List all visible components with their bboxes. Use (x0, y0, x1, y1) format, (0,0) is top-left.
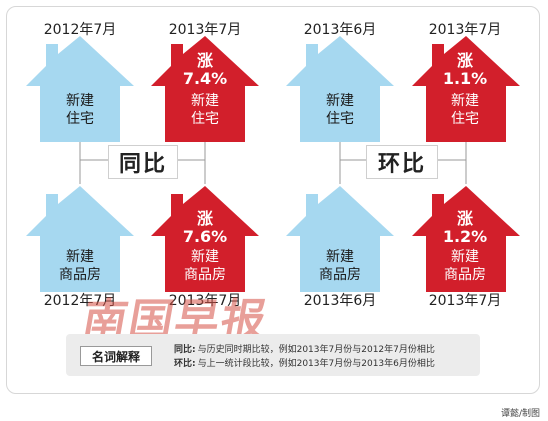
yoy-label: 同比 (108, 145, 178, 179)
red-house-icon (151, 186, 259, 292)
red-house-icon (412, 36, 520, 142)
glossary-yoy: 同比: 与历史同时期比较，例如2013年7月份与2012年7月份相比 (174, 345, 435, 355)
date-label: 2013年7月 (168, 293, 242, 309)
blue-house-icon (26, 186, 134, 292)
glossary-mom: 环比: 与上一统计段比较，例如2013年7月份与2013年6月份相比 (174, 359, 435, 369)
date-label: 2012年7月 (43, 293, 117, 309)
date-label: 2012年7月 (43, 22, 117, 38)
house-label: 新建 商品房 (319, 249, 361, 283)
house-label: 新建 住宅 (66, 93, 94, 127)
date-label: 2013年7月 (428, 22, 502, 38)
rise-badge: 涨 7.6% (182, 209, 228, 246)
house-label: 新建 商品房 (184, 249, 226, 283)
blue-house-icon (26, 36, 134, 142)
house-label: 新建 商品房 (444, 249, 486, 283)
rise-badge: 涨 1.2% (442, 209, 488, 246)
house-label: 新建 住宅 (451, 93, 479, 127)
date-label: 2013年6月 (303, 22, 377, 38)
glossary-box: 名词解释 同比: 与历史同时期比较，例如2013年7月份与2012年7月份相比 环… (66, 334, 480, 376)
date-label: 2013年7月 (168, 22, 242, 38)
red-house-icon (412, 186, 520, 292)
rise-badge: 涨 7.4% (182, 51, 228, 88)
connector-lines (79, 134, 467, 184)
blue-house-icon (286, 36, 394, 142)
red-house-icon (151, 36, 259, 142)
blue-house-icon (286, 186, 394, 292)
mom-label: 环比 (366, 145, 438, 179)
house-label: 新建 商品房 (59, 249, 101, 283)
glossary-title: 名词解释 (80, 346, 152, 366)
house-label: 新建 住宅 (326, 93, 354, 127)
date-label: 2013年6月 (303, 293, 377, 309)
credit-text: 谭懿/制图 (500, 409, 540, 419)
date-label: 2013年7月 (428, 293, 502, 309)
house-label: 新建 住宅 (191, 93, 219, 127)
rise-badge: 涨 1.1% (442, 51, 488, 88)
